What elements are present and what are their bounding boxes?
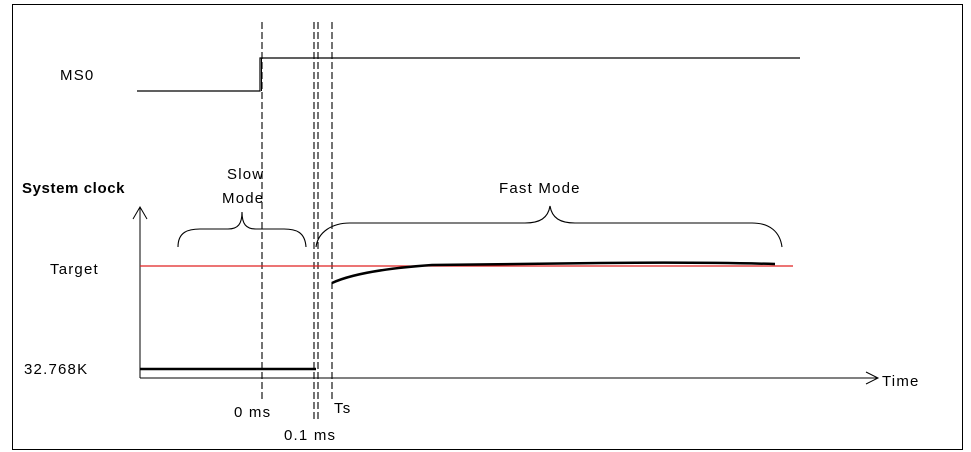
fast-mode-label: Fast Mode [499, 180, 581, 197]
y-axis-arrow [132, 206, 148, 220]
fast-clock-settling-curve [331, 261, 776, 285]
x-axis-label: Time [882, 373, 920, 390]
target-label: Target [50, 261, 99, 278]
marker-01ms-label: 0.1 ms [284, 427, 336, 444]
slow-mode-label-line2: Mode [222, 190, 264, 207]
diagram-frame [12, 4, 963, 450]
ms0-label: MS0 [60, 67, 94, 84]
fast-mode-brace [315, 205, 783, 248]
x-axis-arrow [865, 371, 880, 385]
marker-ts-label: Ts [334, 400, 351, 417]
slow-mode-brace [177, 211, 307, 248]
slow-mode-label-line1: Slow [227, 166, 264, 183]
marker-0ms-label: 0 ms [234, 404, 271, 421]
y-axis-label: System clock [22, 180, 125, 197]
base-frequency-label: 32.768K [24, 361, 88, 378]
ms0-signal-line [137, 57, 800, 92]
